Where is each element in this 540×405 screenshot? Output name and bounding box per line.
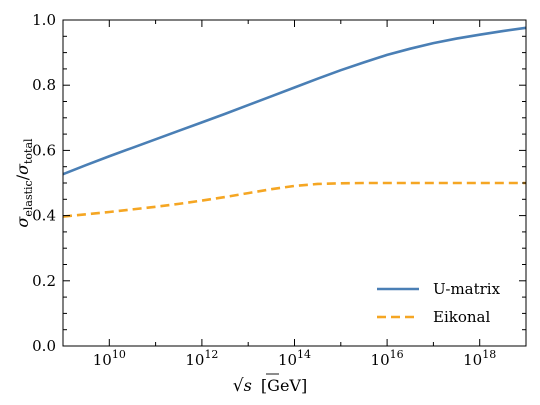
svg-text:σelastic/σtotal: σelastic/σtotal <box>13 138 35 228</box>
x-tick-label: 1012 <box>185 348 218 369</box>
plot-lines <box>62 26 527 218</box>
x-tick-label: 1014 <box>278 348 311 369</box>
legend: U-matrix Eikonal <box>377 280 501 326</box>
y-axis-label: σelastic/σtotal <box>13 138 35 228</box>
y-tick-label: 0.0 <box>32 337 56 355</box>
plot-frame <box>62 19 527 347</box>
y-tick-label: 0.4 <box>32 207 56 225</box>
y-axis-label-denominator: total <box>22 138 35 164</box>
y-axis-label-numerator: elastic <box>22 180 35 216</box>
x-tick-label: 1010 <box>93 348 126 369</box>
series-line-eikonal <box>62 181 526 218</box>
y-tick-label: 0.8 <box>32 76 56 94</box>
y-tick-label: 1.0 <box>32 11 56 29</box>
x-axis-label-var: s <box>244 376 252 395</box>
y-tick-label: 0.2 <box>32 272 56 290</box>
axis-tick-labels: 1010 1012 1014 1016 1018 0.0 0.2 0.4 0.6 0.8 1.0 <box>32 11 496 369</box>
series-line-u-matrix <box>62 26 527 176</box>
legend-label-eikonal: Eikonal <box>433 308 490 326</box>
y-tick-label: 0.6 <box>32 141 56 159</box>
x-tick-label: 1016 <box>371 348 404 369</box>
x-tick-label: 1018 <box>463 348 496 369</box>
x-axis-label: √s [GeV] <box>233 373 307 396</box>
x-axis-label-unit: [GeV] <box>261 376 307 395</box>
svg-text:√s [GeV]: √s [GeV] <box>233 376 307 396</box>
legend-label-u-matrix: U-matrix <box>433 280 501 298</box>
